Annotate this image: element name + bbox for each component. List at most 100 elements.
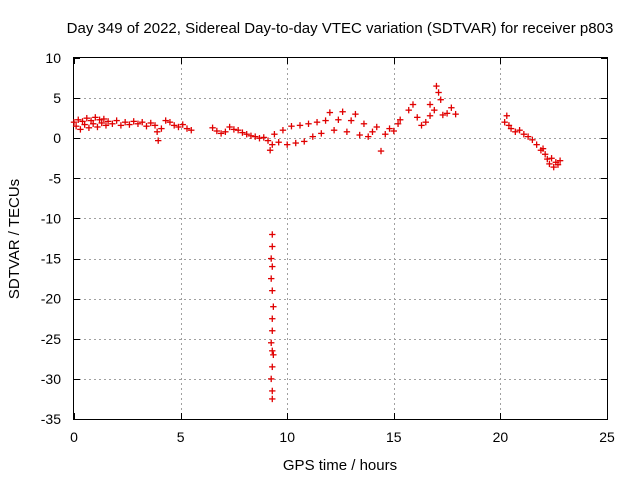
y-tick-label: -20	[41, 291, 61, 307]
data-point	[213, 127, 221, 135]
data-point	[507, 125, 515, 132]
data-point	[373, 123, 380, 131]
data-point	[520, 131, 528, 138]
plot-frame	[73, 57, 608, 420]
data-point	[121, 118, 129, 126]
data-point	[539, 145, 547, 152]
data-point	[292, 139, 299, 147]
data-point	[405, 106, 412, 114]
data-point	[83, 114, 90, 122]
data-point	[431, 106, 438, 114]
data-point	[268, 275, 275, 282]
data-point	[268, 255, 275, 262]
y-tick-label: 10	[45, 50, 61, 66]
data-point	[347, 117, 355, 124]
data-point	[269, 363, 276, 371]
data-point	[147, 119, 154, 127]
data-point	[529, 136, 536, 144]
data-point	[268, 339, 275, 346]
data-point	[179, 121, 186, 128]
data-point	[269, 231, 276, 238]
y-tick-label: -25	[41, 331, 61, 347]
data-point	[546, 160, 553, 168]
y-tick-label: -5	[49, 170, 62, 186]
data-point	[382, 131, 389, 138]
x-tick-label: 10	[279, 429, 295, 445]
data-point	[209, 124, 216, 131]
data-point	[503, 112, 510, 119]
tick-layer	[74, 58, 608, 420]
data-point	[386, 125, 393, 132]
data-point	[230, 126, 238, 133]
data-point	[269, 141, 276, 148]
data-point	[270, 351, 277, 359]
data-point	[330, 127, 338, 134]
data-point	[92, 114, 99, 121]
data-point	[126, 121, 133, 128]
data-point	[234, 127, 242, 134]
data-point	[414, 114, 421, 121]
data-point	[162, 117, 169, 124]
data-point	[117, 122, 125, 129]
data-point	[422, 118, 429, 126]
data-point	[394, 120, 402, 127]
data-point	[548, 155, 555, 162]
data-point	[226, 123, 233, 131]
data-point	[252, 133, 259, 140]
data-point	[269, 395, 276, 403]
y-tick-label: -30	[41, 371, 61, 387]
data-point	[512, 128, 519, 136]
data-point	[301, 138, 308, 145]
data-point	[158, 125, 165, 132]
data-point	[81, 121, 88, 128]
data-point	[556, 157, 564, 164]
data-point	[448, 104, 455, 111]
data-point	[153, 128, 161, 136]
y-tick-label: -10	[41, 210, 61, 226]
data-point	[98, 119, 105, 127]
y-axis-label: SDTVAR / TECUs	[6, 179, 23, 299]
data-point	[452, 110, 459, 118]
data-point	[269, 315, 276, 322]
data-point	[130, 118, 137, 125]
data-point	[166, 118, 174, 126]
data-point	[296, 122, 304, 129]
data-point	[175, 123, 182, 131]
data-point	[243, 131, 250, 138]
data-point	[271, 131, 278, 138]
data-point	[288, 122, 295, 130]
data-point	[269, 287, 276, 294]
data-point	[134, 120, 142, 127]
y-tick-label: -35	[41, 411, 61, 427]
data-point	[183, 125, 191, 132]
data-point	[339, 108, 346, 115]
data-point	[396, 116, 404, 123]
data-point	[322, 117, 329, 124]
x-tick-label: 15	[386, 429, 402, 445]
data-point	[87, 117, 95, 124]
data-point	[270, 303, 277, 310]
data-point	[264, 137, 272, 144]
data-point	[155, 137, 162, 144]
data-point	[418, 122, 425, 129]
x-axis-label: GPS time / hours	[283, 457, 397, 474]
data-point	[269, 327, 276, 334]
data-point	[260, 134, 267, 141]
data-point	[77, 126, 84, 133]
data-point	[75, 116, 82, 123]
data-point	[505, 122, 513, 129]
data-point	[268, 375, 275, 383]
data-point	[102, 122, 110, 129]
data-point	[326, 109, 334, 116]
data-point	[541, 151, 549, 158]
data-point	[222, 128, 229, 136]
data-point	[352, 110, 359, 118]
data-point	[524, 133, 532, 140]
data-point	[318, 130, 325, 137]
data-point	[365, 133, 372, 140]
x-tick-label: 5	[177, 429, 185, 445]
data-point	[188, 127, 195, 134]
data-point	[554, 161, 562, 168]
data-point	[104, 118, 112, 125]
